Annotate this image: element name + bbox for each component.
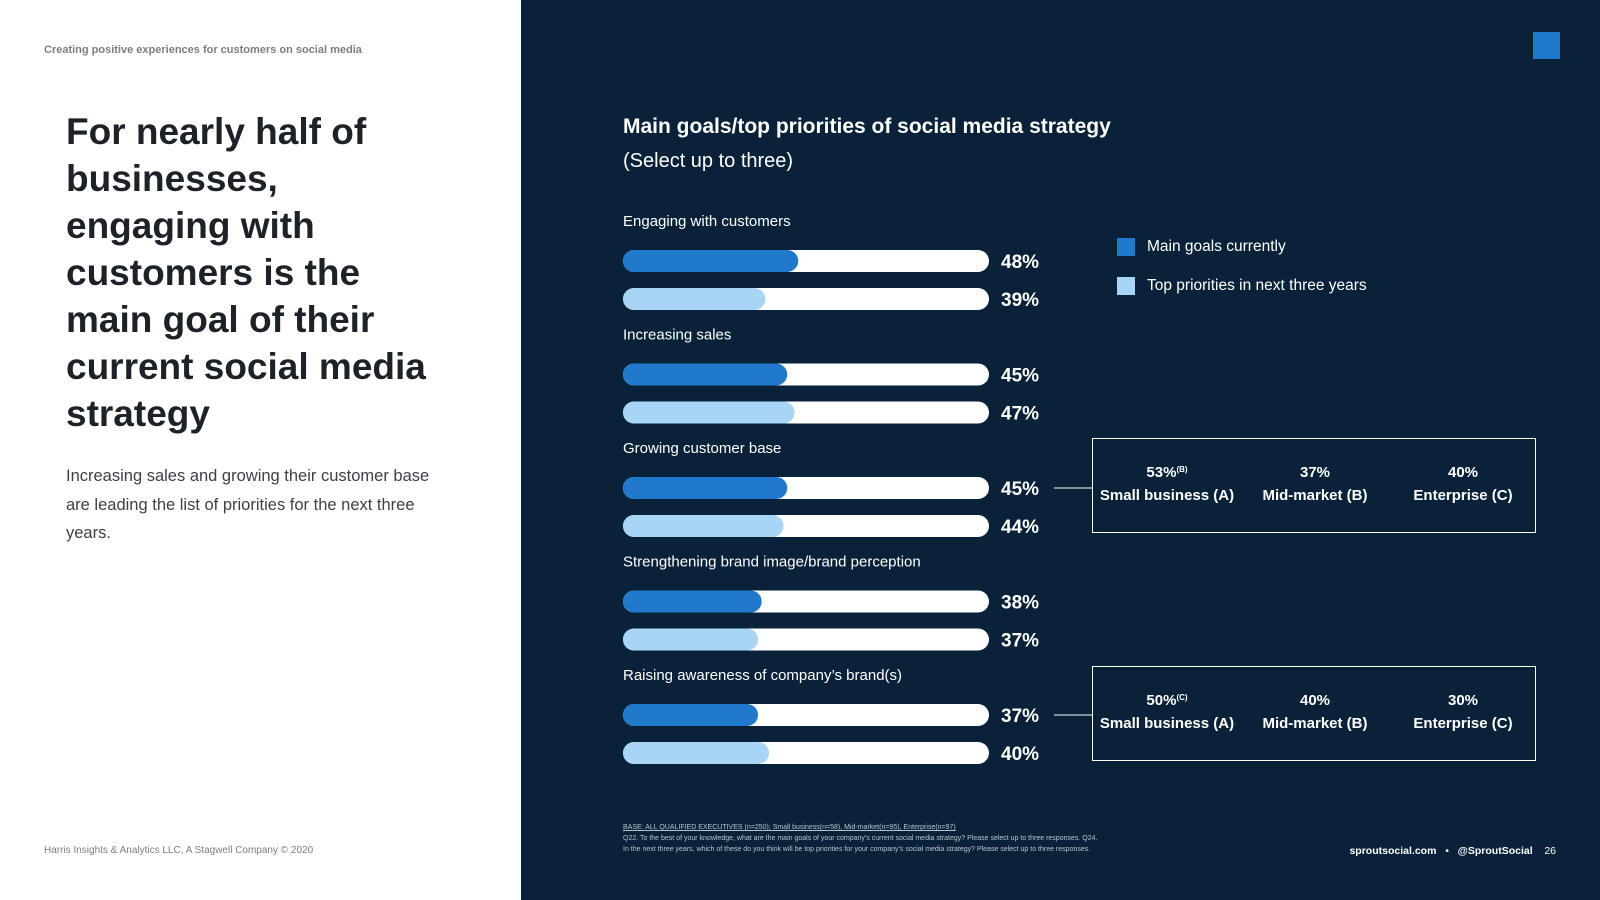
segment-label: Enterprise (C) — [1413, 715, 1513, 732]
value-label: 38% — [1001, 593, 1039, 614]
footer-site: sproutsocial.com — [1349, 845, 1437, 857]
category-label: Strengthening brand image/brand percepti… — [623, 554, 921, 571]
value-label: 39% — [1001, 290, 1039, 311]
page-number: 26 — [1544, 845, 1556, 857]
segment-label: Small business (A) — [1099, 487, 1235, 504]
legend-swatch-current — [1117, 238, 1135, 256]
legend-current: Main goals currently — [1117, 238, 1286, 256]
value-label: 37% — [1001, 631, 1039, 652]
segment-value: 37% — [1299, 464, 1331, 481]
headline: For nearly half of businesses, engaging … — [66, 111, 426, 434]
legend-label-current: Main goals currently — [1147, 238, 1286, 255]
segment-small-business: 53%(B) Small business (A) — [1093, 439, 1241, 504]
value-label: 45% — [1001, 366, 1039, 387]
segment-value: 53% — [1146, 464, 1177, 481]
segment-enterprise: 40% Enterprise (C) — [1389, 439, 1537, 504]
category-label: Engaging with customers — [623, 213, 791, 230]
legend-future: Top priorities in next three years — [1117, 277, 1367, 295]
value-label: 37% — [1001, 706, 1039, 727]
category-label: Raising awareness of company’s brand(s) — [623, 667, 902, 684]
section-kicker: Creating positive experiences for custom… — [44, 44, 362, 56]
bar-future — [623, 515, 784, 537]
value-label: 48% — [1001, 252, 1039, 273]
notes-question-2: In the next three years, which of these … — [623, 846, 1091, 853]
segment-label: Mid-market (B) — [1262, 487, 1368, 504]
segment-box-brand-awareness: 50%(C) Small business (A) 40% Mid-market… — [1092, 666, 1536, 761]
bar-current — [623, 590, 762, 613]
bar-current — [623, 477, 788, 499]
category-label: Increasing sales — [623, 327, 731, 344]
bar-future — [623, 288, 766, 310]
copyright-footer: Harris Insights & Analytics LLC, A Stagw… — [44, 845, 314, 856]
notes-base: BASE: ALL QUALIFIED EXECUTIVES (n=250); … — [623, 824, 956, 831]
corner-square-logo — [1533, 32, 1560, 59]
footer-handle: @SproutSocial — [1457, 845, 1533, 857]
left-panel: Creating positive experiences for custom… — [0, 0, 521, 900]
page-footer: sproutsocial.com • @SproutSocial 26 — [1349, 845, 1556, 857]
segment-label: Small business (A) — [1099, 715, 1235, 732]
chart-title: Main goals/top priorities of social medi… — [623, 115, 1111, 138]
segment-value: 40% — [1299, 692, 1331, 709]
legend-label-future: Top priorities in next three years — [1147, 277, 1367, 294]
body-text: Increasing sales and growing their custo… — [66, 467, 430, 542]
segment-label: Mid-market (B) — [1262, 715, 1368, 732]
bar-current — [623, 363, 788, 386]
segment-mid-market: 37% Mid-market (B) — [1241, 439, 1389, 504]
bar-future — [623, 742, 769, 764]
value-label: 44% — [1001, 517, 1039, 538]
segment-value: 50% — [1146, 692, 1177, 709]
value-label: 47% — [1001, 404, 1039, 425]
legend-swatch-future — [1117, 277, 1135, 295]
methodology-notes: BASE: ALL QUALIFIED EXECUTIVES (n=250); … — [623, 822, 1097, 855]
segment-value: 40% — [1447, 464, 1479, 481]
segment-mid-market: 40% Mid-market (B) — [1241, 667, 1389, 732]
segment-small-business: 50%(C) Small business (A) — [1093, 667, 1241, 732]
segment-enterprise: 30% Enterprise (C) — [1389, 667, 1537, 732]
chart-subtitle: (Select up to three) — [623, 150, 794, 172]
category-label: Growing customer base — [623, 440, 781, 457]
bar-future — [623, 628, 759, 651]
segment-value: 30% — [1447, 692, 1479, 709]
value-label: 45% — [1001, 479, 1039, 500]
segment-sig: (B) — [1176, 465, 1188, 474]
bar-current — [623, 704, 759, 726]
notes-question-1: Q22. To the best of your knowledge, what… — [623, 835, 1098, 842]
segment-box-customer-base: 53%(B) Small business (A) 37% Mid-market… — [1092, 438, 1536, 533]
value-label: 40% — [1001, 744, 1039, 765]
bar-current — [623, 250, 799, 272]
segment-sig: (C) — [1176, 693, 1188, 702]
footer-separator: • — [1445, 845, 1449, 857]
bar-future — [623, 401, 795, 424]
segment-label: Enterprise (C) — [1413, 487, 1513, 504]
